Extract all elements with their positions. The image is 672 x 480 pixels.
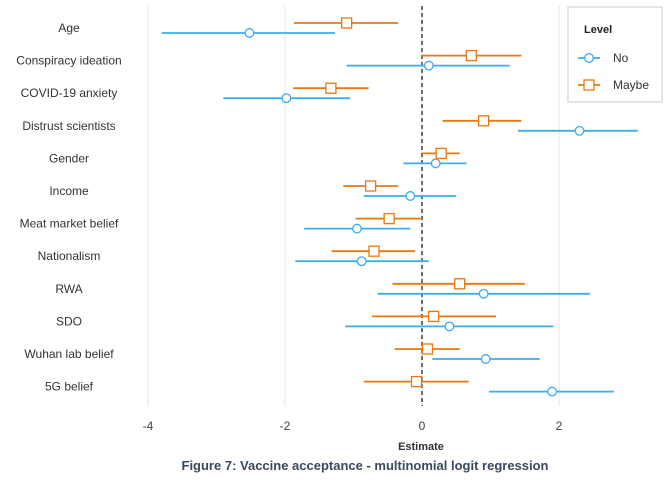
point-no-5g-belief [547, 386, 558, 397]
point-no-gender [430, 158, 441, 169]
point-maybe-age [340, 17, 353, 29]
category-label-conspiracy-ideation: Conspiracy ideation [16, 54, 121, 68]
x-tick-labels: -4 -2 0 2 [143, 419, 563, 433]
category-label-age: Age [58, 21, 80, 35]
x-axis-title: Estimate [398, 441, 444, 453]
legend-title: Level [584, 24, 612, 36]
category-label-wuhan-lab-belief: Wuhan lab belief [24, 347, 114, 361]
point-no-covid-19-anxiety [281, 93, 292, 104]
category-label-distrust-scientists: Distrust scientists [22, 119, 115, 133]
category-label-meat-market-belief: Meat market belief [20, 217, 119, 231]
point-maybe-5g-belief [410, 375, 423, 388]
series-maybe [293, 17, 525, 388]
point-maybe-distrust-scientists [477, 115, 490, 127]
series-layer [161, 17, 638, 397]
legend-marker-maybe [583, 79, 595, 91]
point-maybe-rwa [454, 278, 466, 290]
x-tick-label-2: 2 [556, 419, 563, 433]
point-maybe-wuhan-lab-belief [421, 343, 434, 355]
x-tick-label-0: 0 [419, 419, 426, 433]
point-no-wuhan-lab-belief [480, 354, 491, 364]
figure-caption: Figure 7: Vaccine acceptance - multinomi… [182, 458, 549, 473]
category-label-covid-19-anxiety: COVID-19 anxiety [21, 86, 118, 100]
category-label-gender: Gender [49, 151, 89, 165]
category-label-nationalism: Nationalism [38, 249, 101, 263]
legend-label-no: No [613, 51, 629, 65]
point-no-distrust-scientists [574, 125, 585, 136]
point-maybe-covid-19-anxiety [325, 82, 337, 94]
x-tick-label--2: -2 [280, 419, 291, 433]
series-no [161, 28, 638, 397]
point-no-income [405, 191, 416, 201]
point-no-rwa [478, 288, 489, 299]
category-labels: Age Conspiracy ideation COVID-19 anxiety Di… [16, 21, 121, 394]
point-maybe-gender [435, 147, 447, 160]
legend: Level No Maybe [567, 6, 663, 103]
point-no-conspiracy-ideation [423, 60, 434, 71]
legend-marker-no [584, 53, 594, 63]
point-no-age [244, 28, 255, 38]
point-no-sdo [444, 321, 455, 332]
category-label-rwa: RWA [55, 282, 82, 296]
category-label-5g-belief: 5G belief [45, 380, 94, 394]
legend-label-maybe: Maybe [613, 78, 649, 92]
point-maybe-sdo [427, 310, 440, 323]
category-label-sdo: SDO [56, 314, 82, 328]
point-no-nationalism [356, 256, 367, 267]
point-no-meat-market-belief [351, 223, 362, 234]
category-label-income: Income [49, 184, 89, 198]
point-maybe-conspiracy-ideation [465, 49, 477, 62]
point-maybe-income [364, 180, 377, 192]
point-maybe-nationalism [368, 245, 380, 257]
legend-entries: No Maybe [578, 51, 649, 92]
point-maybe-meat-market-belief [383, 212, 395, 225]
x-tick-label--4: -4 [143, 419, 154, 433]
